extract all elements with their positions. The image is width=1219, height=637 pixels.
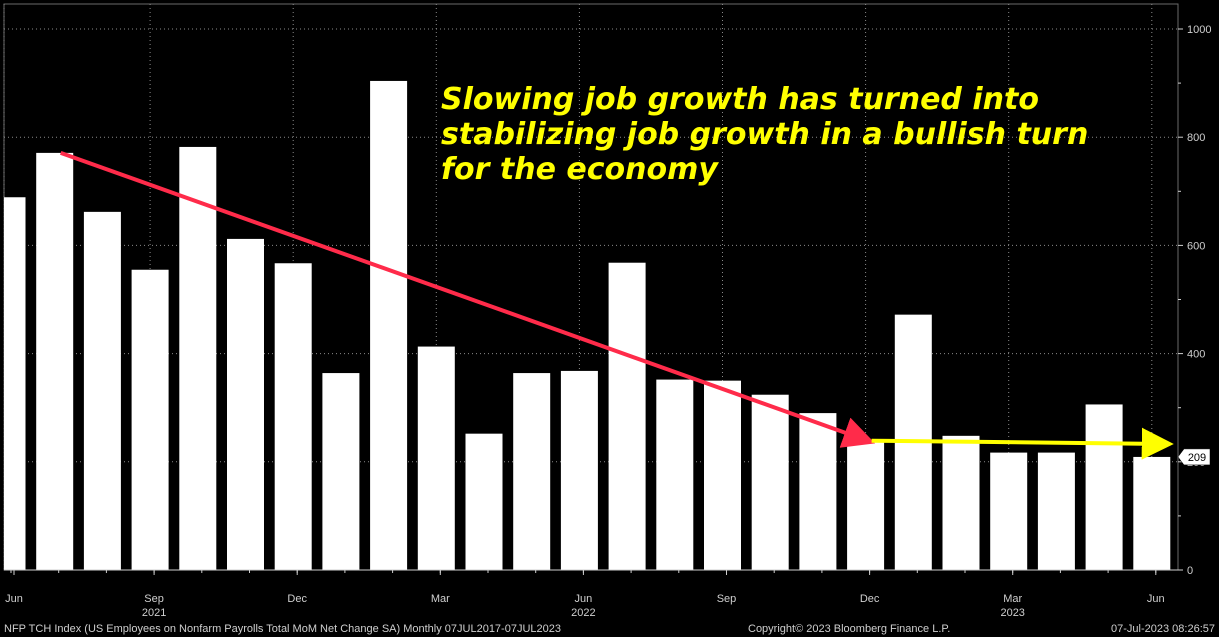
bar <box>227 238 264 570</box>
annotation-line: Slowing job growth has turned into <box>441 82 1039 117</box>
y-tick-label: 1000 <box>1187 24 1211 36</box>
x-tick-label: Dec <box>860 593 880 605</box>
bars <box>4 80 1171 571</box>
bar <box>560 370 598 570</box>
bar <box>704 380 741 570</box>
bar <box>751 394 789 570</box>
bar <box>274 263 312 570</box>
axes: 02004006008001000JunSepDecMarJunSepDecMa… <box>4 24 1211 619</box>
bar <box>990 452 1028 570</box>
x-tick-label: Dec <box>287 593 307 605</box>
x-tick-label: Jun <box>575 593 593 605</box>
x-year-label: 2023 <box>1000 607 1024 619</box>
bar <box>1085 404 1123 570</box>
y-tick-label: 800 <box>1187 132 1205 144</box>
annotation-line: for the economy <box>441 152 719 187</box>
footer-timestamp: 07-Jul-2023 08:26:57 <box>1111 623 1215 635</box>
bar <box>942 435 980 570</box>
x-year-label: 2022 <box>571 607 595 619</box>
footer-copyright: Copyright© 2023 Bloomberg Finance L.P. <box>748 623 950 635</box>
bar <box>656 379 694 570</box>
y-tick-label: 0 <box>1187 565 1193 577</box>
footer: NFP TCH Index (US Employees on Nonfarm P… <box>4 623 1215 635</box>
bar <box>417 346 455 570</box>
bar <box>799 413 837 570</box>
bar <box>131 269 169 570</box>
footer-source: NFP TCH Index (US Employees on Nonfarm P… <box>4 623 561 635</box>
trend-arrows <box>60 151 1174 460</box>
bar <box>847 440 885 570</box>
stabilizing-trend-arrow <box>871 427 1174 460</box>
annotation-line: stabilizing job growth in a bullish turn <box>441 117 1088 152</box>
bar <box>1133 456 1171 570</box>
x-tick-label: Sep <box>717 593 737 605</box>
y-tick-label: 600 <box>1187 240 1205 252</box>
annotation: Slowing job growth has turned intostabil… <box>441 82 1088 187</box>
x-tick-label: Sep <box>144 593 164 605</box>
x-tick-label: Jun <box>1147 593 1165 605</box>
bar <box>4 197 26 570</box>
bar <box>179 146 217 571</box>
x-tick-label: Mar <box>1003 593 1022 605</box>
bar <box>36 152 74 570</box>
last-value-marker <box>1177 448 1211 466</box>
y-tick-label: 400 <box>1187 349 1205 361</box>
last-value-label: 209 <box>1188 452 1206 464</box>
x-year-label: 2021 <box>142 607 166 619</box>
bar <box>322 373 360 570</box>
bar <box>608 262 646 570</box>
bar <box>1037 452 1075 570</box>
x-tick-label: Jun <box>5 593 23 605</box>
declining-trend-arrow <box>60 151 876 448</box>
bar <box>370 80 408 570</box>
bar <box>83 211 121 570</box>
bar <box>465 433 503 570</box>
bar <box>513 373 551 570</box>
x-tick-label: Mar <box>431 593 450 605</box>
